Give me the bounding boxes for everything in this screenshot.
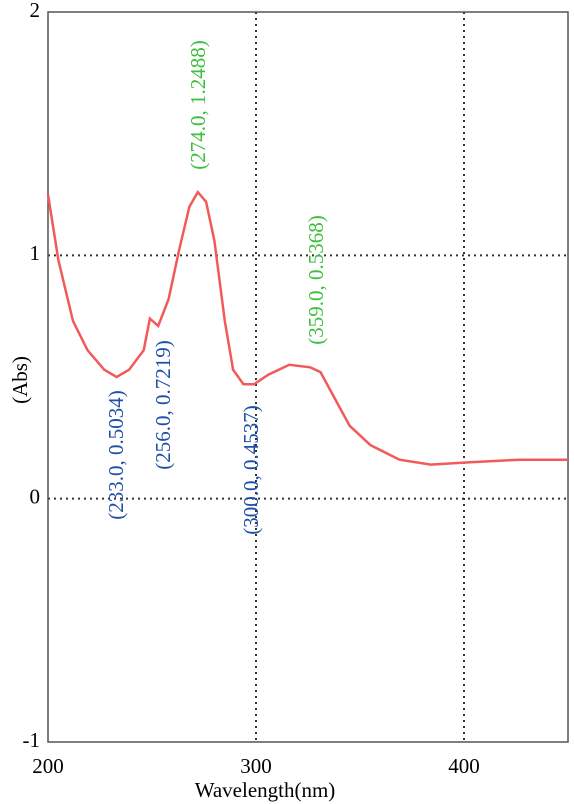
y-tick-label: 2 <box>30 0 41 22</box>
x-tick-label: 400 <box>448 754 480 778</box>
y-tick-label: 0 <box>30 484 41 508</box>
y-axis-label: (Abs) <box>8 356 32 404</box>
peak-annotation: (256.0, 0.7219) <box>151 340 175 470</box>
peak-annotation: (300.0, 0.4537) <box>239 405 263 535</box>
y-tick-label: 1 <box>30 241 41 265</box>
peak-annotation: (274.0, 1.2488) <box>186 40 210 170</box>
spectrum-line <box>46 189 568 466</box>
x-axis-label: Wavelength(nm) <box>195 778 336 802</box>
x-tick-label: 300 <box>240 754 272 778</box>
y-tick-label: -1 <box>23 728 41 752</box>
x-tick-label: 200 <box>32 754 64 778</box>
peak-annotation: (233.0, 0.5034) <box>104 390 128 520</box>
plot-frame <box>47 11 569 743</box>
peak-annotation: (359.0, 0.5368) <box>304 215 328 345</box>
